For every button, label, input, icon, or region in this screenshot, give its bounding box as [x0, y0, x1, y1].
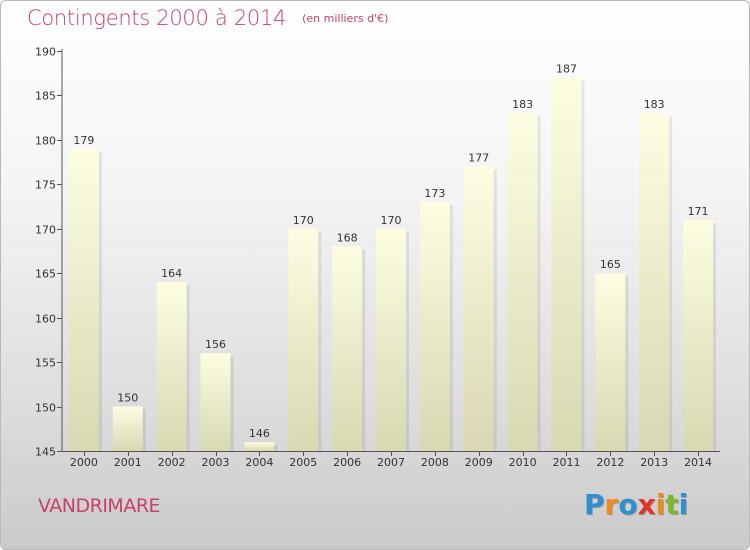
y-tick-label: 175 — [35, 179, 56, 192]
bar — [156, 282, 187, 451]
bar — [112, 406, 143, 451]
y-tick-label: 170 — [35, 224, 56, 237]
bar — [595, 273, 626, 451]
bar — [507, 113, 538, 451]
y-tick-label: 180 — [35, 135, 56, 148]
bar — [288, 228, 319, 451]
bar-value-label: 183 — [644, 98, 665, 111]
bar — [551, 77, 582, 452]
logo-letter: o — [618, 488, 638, 521]
x-tick-label: 2013 — [640, 456, 668, 469]
bar — [68, 148, 99, 451]
bar-value-label: 146 — [249, 427, 270, 440]
logo-letter: x — [637, 488, 656, 521]
x-tick-label: 2005 — [289, 456, 317, 469]
bar — [376, 228, 406, 451]
proxiti-logo: Proxiti — [584, 488, 688, 521]
x-tick-label: 2014 — [684, 456, 712, 469]
x-tick-label: 2001 — [114, 456, 142, 469]
x-tick-label: 2008 — [421, 456, 449, 469]
bar-value-label: 164 — [161, 267, 182, 280]
bar-value-label: 156 — [205, 338, 226, 351]
bar — [463, 166, 494, 452]
bar-value-label: 150 — [117, 392, 138, 405]
bar-value-label: 187 — [556, 63, 577, 76]
bar — [683, 219, 714, 451]
y-tick-label: 150 — [35, 402, 56, 415]
bar — [419, 202, 450, 451]
bar — [332, 246, 363, 451]
bars: 179 150 164 156 146 170 168 170 173 177 183 187 165 1… — [68, 63, 717, 452]
x-tick-label: 2011 — [552, 456, 580, 469]
y-tick-label: 155 — [35, 357, 56, 370]
y-tick-label: 185 — [35, 90, 56, 103]
x-tick-label: 2009 — [465, 456, 493, 469]
x-tick-label: 2007 — [377, 456, 405, 469]
bar — [639, 113, 670, 451]
y-tick-label: 165 — [35, 268, 56, 281]
logo-letter: r — [604, 488, 619, 521]
x-tick-label: 2012 — [596, 456, 624, 469]
logo-letter: i — [678, 488, 689, 521]
bar-value-label: 165 — [600, 258, 621, 271]
bar-value-label: 170 — [293, 214, 314, 227]
logo-letter: P — [584, 488, 605, 521]
y-tick-label: 160 — [35, 313, 56, 326]
bar-value-label: 177 — [468, 152, 489, 165]
bar — [244, 442, 275, 451]
bar-value-label: 183 — [512, 98, 533, 111]
y-tick-label: 145 — [35, 446, 56, 459]
x-tick-label: 2004 — [245, 456, 273, 469]
bar — [200, 353, 231, 451]
chart-title: Contingents 2000 à 2014 — [27, 6, 287, 30]
x-tick-label: 2002 — [158, 456, 186, 469]
x-tick-label: 2003 — [202, 456, 230, 469]
logo-letter: i — [655, 488, 666, 521]
logo-letter: t — [665, 488, 679, 521]
axes: 145 150 155 160 165 170 175 180 185 190 2000 2001 20… — [35, 46, 720, 469]
bar-value-label: 168 — [337, 232, 358, 245]
title-row: Contingents 2000 à 2014 (en milliers d'€) — [27, 6, 388, 30]
bar-value-label: 173 — [424, 187, 445, 200]
bar-value-label: 170 — [381, 214, 402, 227]
bar-value-label: 179 — [73, 134, 94, 147]
bar-value-label: 171 — [688, 205, 709, 218]
x-tick-label: 2000 — [70, 456, 98, 469]
x-tick-label: 2010 — [509, 456, 537, 469]
place-name: VANDRIMARE — [38, 495, 161, 517]
y-tick-label: 190 — [35, 46, 56, 59]
x-tick-label: 2006 — [333, 456, 361, 469]
chart-unit: (en milliers d'€) — [302, 12, 389, 25]
